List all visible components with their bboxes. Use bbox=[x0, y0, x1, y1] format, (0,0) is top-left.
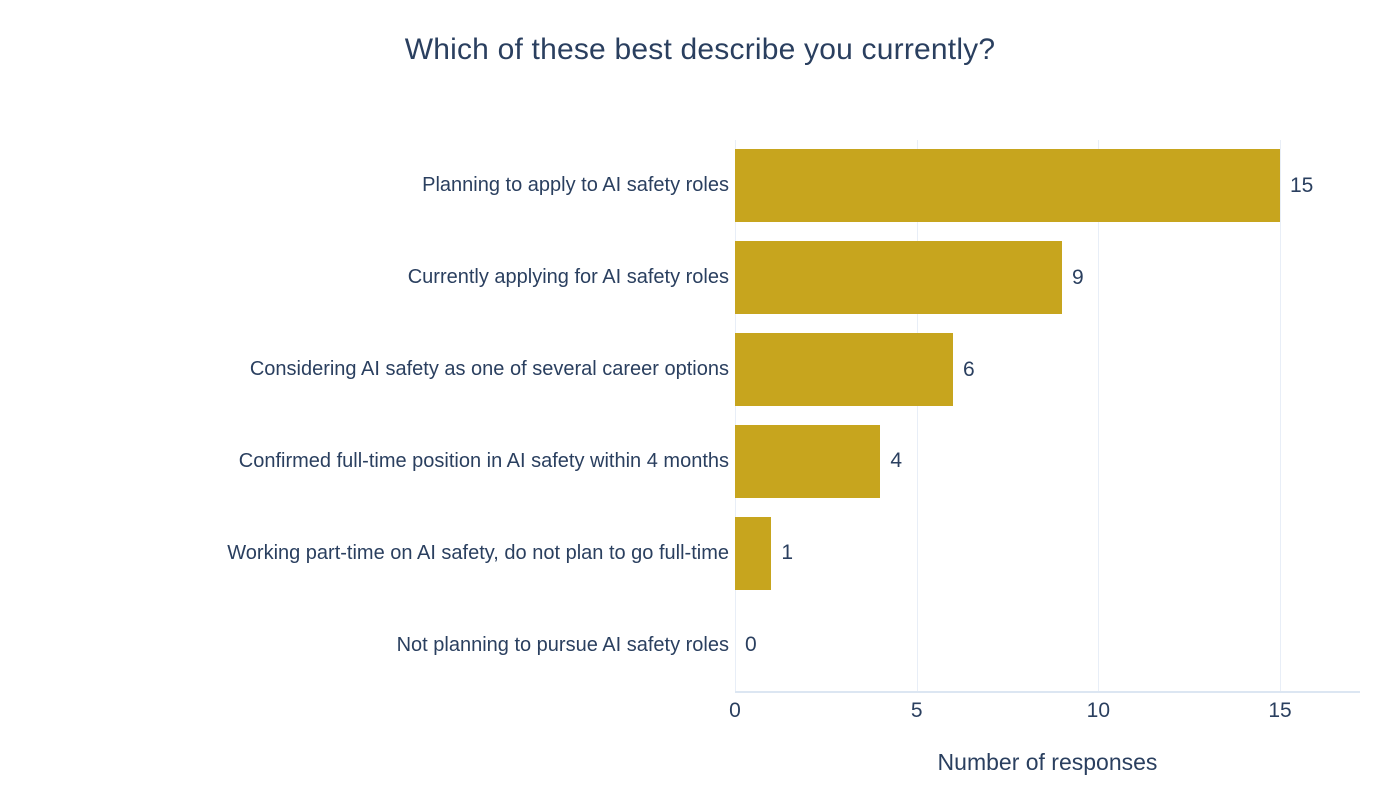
bar-4 bbox=[735, 516, 772, 590]
gridline-x-0 bbox=[735, 140, 736, 691]
value-label: 6 bbox=[963, 357, 975, 381]
x-axis-tick-labels: 0 5 10 15 bbox=[729, 699, 1360, 725]
value-label: 0 bbox=[745, 633, 757, 657]
gridline-x-15 bbox=[1280, 140, 1281, 691]
category-label: Considering AI safety as one of several … bbox=[249, 358, 729, 381]
x-tick-label: 10 bbox=[1086, 699, 1111, 722]
x-tick-label: 0 bbox=[729, 699, 741, 722]
x-tick-label: 5 bbox=[910, 699, 923, 722]
category-label: Confirmed full-time position in AI safet… bbox=[238, 449, 729, 472]
x-axis-title: Number of responses bbox=[937, 749, 1158, 775]
plot-area: 15 9 6 4 1 0 bbox=[735, 140, 1360, 693]
gridline-x-5 bbox=[916, 140, 918, 691]
value-label: 15 bbox=[1290, 173, 1314, 197]
bar-1 bbox=[735, 241, 1062, 315]
value-label: 1 bbox=[781, 541, 794, 565]
category-label: Planning to apply to AI safety roles bbox=[422, 174, 729, 197]
bar-3 bbox=[735, 424, 881, 498]
value-label: 9 bbox=[1072, 265, 1084, 289]
category-label: Currently applying for AI safety roles bbox=[407, 266, 729, 289]
chart-title: Which of these best describe you current… bbox=[404, 33, 996, 66]
category-label: Not planning to pursue AI safety roles bbox=[396, 633, 729, 656]
value-label: 4 bbox=[890, 449, 903, 473]
bar-0 bbox=[735, 149, 1280, 223]
x-tick-label: 15 bbox=[1268, 699, 1292, 722]
category-labels: Planning to apply to AI safety roles Curr… bbox=[0, 140, 735, 691]
category-label: Working part-time on AI safety, do not p… bbox=[227, 541, 729, 564]
bar-2 bbox=[735, 333, 953, 407]
gridline-x-10 bbox=[1098, 140, 1100, 691]
